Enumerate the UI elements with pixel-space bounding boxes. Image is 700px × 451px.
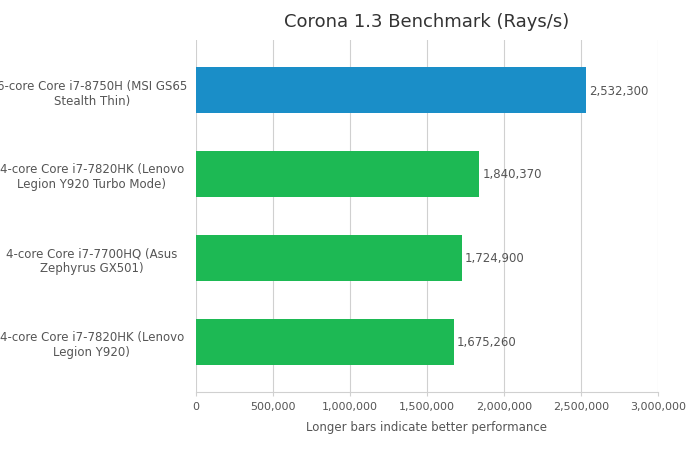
X-axis label: Longer bars indicate better performance: Longer bars indicate better performance [307,420,547,433]
Text: 1,840,370: 1,840,370 [482,168,542,181]
Text: 2,532,300: 2,532,300 [589,84,648,97]
Title: Corona 1.3 Benchmark (Rays/s): Corona 1.3 Benchmark (Rays/s) [284,13,570,31]
Bar [196,319,454,365]
Bar [196,235,461,281]
Bar [196,152,480,198]
Text: 1,675,260: 1,675,260 [457,336,517,349]
Text: 1,724,900: 1,724,900 [464,252,524,265]
Bar [196,68,586,114]
